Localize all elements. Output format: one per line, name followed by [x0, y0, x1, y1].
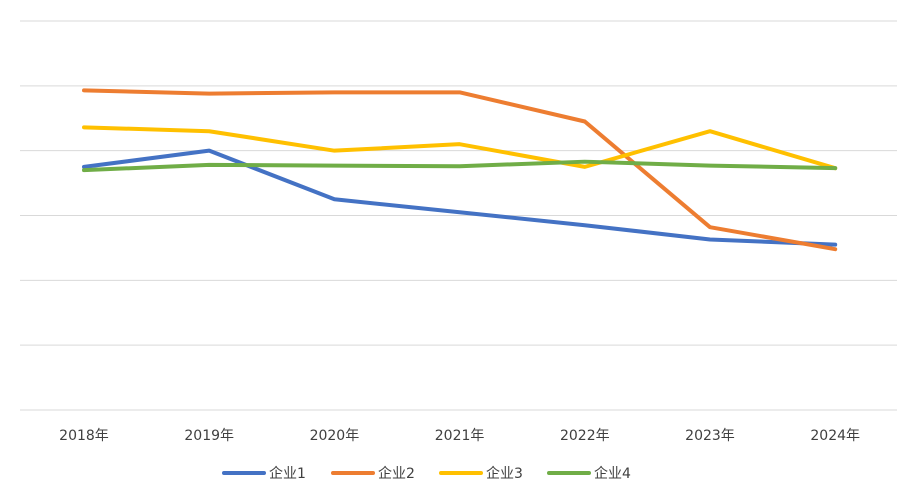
x-tick-label: 2023年: [685, 428, 735, 444]
series-lines: [82, 88, 838, 252]
legend-label-1: 企业1: [269, 465, 306, 482]
legend-label-3: 企业3: [486, 465, 523, 482]
legend-label-4: 企业4: [594, 465, 631, 482]
x-tick-label: 2019年: [184, 428, 234, 444]
series-line-1: [82, 148, 838, 247]
x-tick-label: 2020年: [310, 428, 360, 444]
series-line-4: [82, 159, 838, 173]
legend: 企业1 企业2 企业3 企业4: [222, 465, 631, 482]
legend-label-2: 企业2: [378, 465, 415, 482]
gridlines: [20, 20, 897, 411]
x-axis: 2018年 2019年 2020年 2021年 2022年 2023年 2024年: [59, 428, 860, 444]
series-line-3: [82, 125, 838, 171]
x-tick-label: 2022年: [560, 428, 610, 444]
x-tick-label: 2018年: [59, 428, 109, 444]
x-tick-label: 2021年: [435, 428, 485, 444]
x-tick-label: 2024年: [810, 428, 860, 444]
series-line-2: [82, 88, 838, 252]
